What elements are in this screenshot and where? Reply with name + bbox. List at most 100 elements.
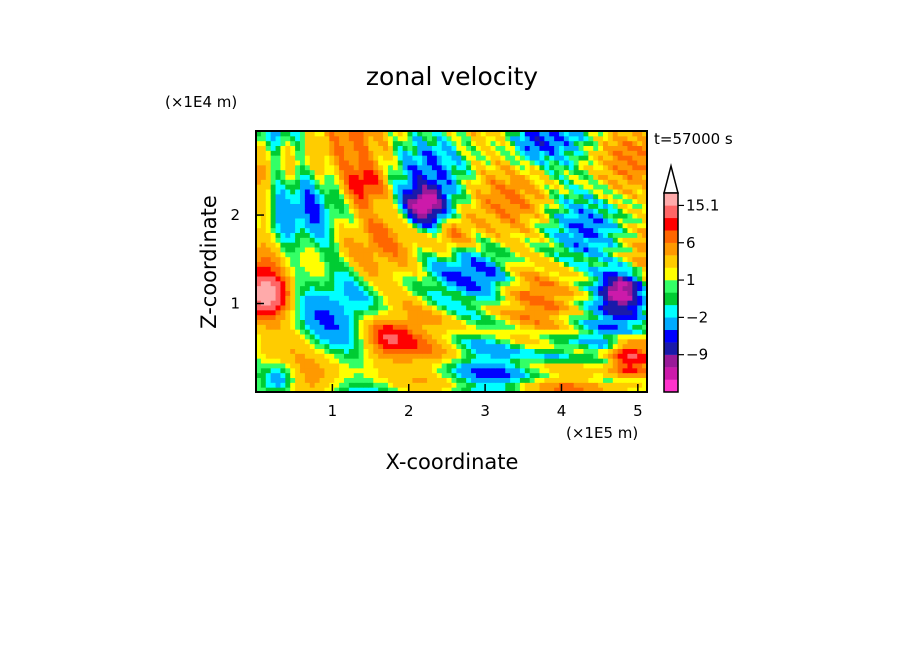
heatmap-cell: [549, 174, 555, 180]
heatmap-cell: [475, 222, 482, 229]
heatmap-cell: [637, 256, 643, 262]
heatmap-cell: [607, 140, 614, 146]
heatmap-cell: [314, 319, 321, 325]
heatmap-cell: [495, 309, 501, 316]
heatmap-cell: [466, 276, 472, 282]
heatmap-cell: [456, 150, 462, 156]
heatmap-cell: [422, 276, 428, 282]
heatmap-cell: [593, 314, 599, 320]
heatmap-cell: [270, 256, 277, 262]
heatmap-cell: [309, 184, 316, 190]
heatmap-cell: [368, 353, 374, 359]
heatmap-cell: [329, 377, 335, 383]
heatmap-cell: [348, 319, 355, 325]
heatmap-cell: [392, 222, 399, 229]
heatmap-cell: [617, 280, 624, 287]
heatmap-cell: [280, 247, 286, 253]
heatmap-cell: [260, 319, 267, 325]
heatmap-cell: [529, 300, 536, 306]
heatmap-cell: [485, 363, 492, 369]
heatmap-cell: [583, 184, 589, 190]
heatmap-cell: [285, 184, 291, 190]
heatmap-cell: [417, 261, 423, 267]
heatmap-cell: [436, 338, 443, 345]
heatmap-cell: [270, 363, 277, 369]
heatmap-cell: [260, 155, 267, 161]
heatmap-cell: [285, 343, 291, 349]
heatmap-cell: [329, 242, 335, 248]
heatmap-cell: [588, 222, 594, 229]
heatmap-cell: [510, 276, 516, 282]
heatmap-cell: [319, 285, 325, 291]
heatmap-cell: [348, 208, 355, 214]
heatmap-cell: [632, 377, 638, 383]
heatmap-cell: [285, 377, 291, 383]
heatmap-cell: [299, 164, 306, 171]
heatmap-cell: [309, 179, 316, 185]
heatmap-cell: [334, 198, 340, 204]
heatmap-cell: [563, 338, 570, 345]
heatmap-cell: [295, 309, 301, 316]
heatmap-cell: [519, 193, 526, 200]
heatmap-cell: [578, 213, 584, 219]
heatmap-cell: [515, 208, 521, 214]
heatmap-cell: [642, 131, 648, 137]
heatmap-cell: [383, 358, 389, 364]
heatmap-cell: [456, 329, 462, 335]
heatmap-cell: [373, 150, 379, 156]
heatmap-cell: [607, 343, 614, 349]
heatmap-cell: [612, 280, 619, 287]
heatmap-cell: [563, 135, 570, 142]
heatmap-cell: [417, 353, 423, 359]
heatmap-cell: [549, 131, 555, 137]
heatmap-cell: [446, 218, 452, 224]
heatmap-cell: [559, 377, 565, 383]
heatmap-cell: [309, 218, 316, 224]
heatmap-cell: [285, 319, 291, 325]
heatmap-cell: [637, 276, 643, 282]
heatmap-cell: [353, 174, 360, 180]
heatmap-cell: [539, 266, 545, 272]
heatmap-cell: [387, 280, 394, 287]
heatmap-cell: [427, 203, 433, 209]
heatmap-cell: [495, 290, 501, 296]
heatmap-cell: [549, 309, 555, 316]
heatmap-cell: [588, 193, 594, 200]
heatmap-cell: [568, 329, 575, 335]
heatmap-cell: [544, 387, 550, 393]
heatmap-cell: [256, 131, 262, 137]
heatmap-cell: [519, 363, 526, 369]
heatmap-cell: [554, 160, 560, 166]
heatmap-cell: [593, 164, 599, 171]
heatmap-cell: [519, 290, 526, 296]
heatmap-cell: [275, 135, 281, 142]
heatmap-cell: [319, 314, 325, 320]
heatmap-cell: [353, 295, 360, 301]
heatmap-cell: [475, 280, 482, 287]
heatmap-cell: [383, 232, 389, 238]
heatmap-cell: [392, 343, 399, 349]
heatmap-cell: [475, 261, 482, 267]
heatmap-cell: [583, 324, 589, 330]
heatmap-cell: [593, 160, 599, 166]
heatmap-cell: [505, 324, 511, 330]
heatmap-cell: [490, 174, 496, 180]
heatmap-cell: [348, 348, 355, 354]
heatmap-cell: [270, 218, 277, 224]
heatmap-cell: [637, 290, 643, 296]
heatmap-cell: [524, 174, 531, 180]
heatmap-cell: [466, 329, 472, 335]
heatmap-cell: [402, 295, 409, 301]
heatmap-cell: [466, 169, 472, 175]
heatmap-cell: [485, 208, 492, 214]
heatmap-cell: [456, 353, 462, 359]
heatmap-cell: [524, 189, 531, 195]
heatmap-cell: [505, 232, 511, 238]
heatmap-cell: [441, 358, 448, 364]
colorbar: 15.161−2−9: [663, 163, 719, 393]
heatmap-cell: [397, 184, 404, 190]
heatmap-cell: [436, 203, 443, 209]
heatmap-cell: [544, 295, 550, 301]
heatmap-cell: [256, 232, 262, 238]
heatmap-cell: [412, 382, 418, 388]
